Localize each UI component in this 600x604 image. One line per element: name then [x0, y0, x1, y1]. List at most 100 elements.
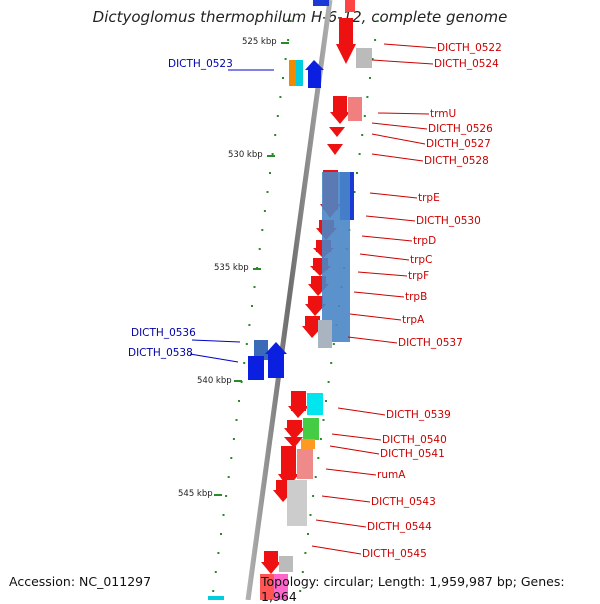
gene-trpB-head: [305, 304, 326, 316]
inner-track-dot: [371, 58, 374, 60]
accession-text: Accession: NC_011297: [9, 574, 152, 589]
leader-line: [349, 313, 402, 321]
label-trmU[interactable]: trmU: [430, 108, 456, 120]
genome-backbone: [245, 0, 333, 600]
scale-label-535: 535 kbp: [214, 263, 249, 273]
inner-track-dot: [309, 514, 312, 516]
label-DICTH_0540[interactable]: DICTH_0540: [382, 434, 447, 446]
gene-DICTH_0545-head: [261, 562, 281, 574]
outer-track-dot: [217, 552, 220, 554]
outer-track-dot: [279, 96, 282, 98]
gene-DICTH_0523-orange[interactable]: [289, 60, 296, 86]
outer-track-dot: [214, 571, 217, 573]
inner-track-dot: [327, 381, 330, 383]
label-rumA[interactable]: rumA: [377, 469, 406, 481]
gene-DICTH_0541[interactable]: [284, 437, 303, 448]
leader-line: [191, 339, 241, 343]
gene-DICTH_0538[interactable]: [268, 352, 284, 378]
label-DICTH_0545[interactable]: DICTH_0545: [362, 548, 427, 560]
gene-DICTH_0523-head: [305, 60, 324, 70]
gene-DICTH_0522[interactable]: [339, 18, 353, 48]
leader-line: [331, 433, 382, 441]
outer-track-dot: [220, 533, 222, 535]
feature-block-0539: [307, 393, 323, 415]
inner-track-dot: [353, 191, 356, 193]
label-DICTH_0538[interactable]: DICTH_0538: [128, 347, 193, 359]
scale-label-525: 525 kbp: [242, 37, 277, 47]
leader-line: [361, 235, 413, 242]
outer-track-dot: [287, 39, 290, 41]
label-trpF[interactable]: trpF: [408, 270, 429, 282]
inner-track-dot: [356, 172, 358, 174]
scale-label-530: 530 kbp: [228, 150, 263, 160]
label-leader-lines: [189, 43, 437, 555]
label-DICTH_0543[interactable]: DICTH_0543: [371, 496, 436, 508]
label-trpB[interactable]: trpB: [405, 291, 427, 303]
gene-DICTH_0526[interactable]: [329, 127, 345, 137]
label-DICTH_0536[interactable]: DICTH_0536: [131, 327, 196, 339]
map-title: Dictyoglomus thermophilum H-6-12, comple…: [92, 8, 508, 26]
gene-DICTH_0523-fwd[interactable]: [345, 0, 355, 12]
reverse-strand-genes: [208, 60, 324, 600]
outer-track-dot: [212, 590, 215, 592]
gene-DICTH_0536[interactable]: [254, 340, 268, 360]
label-DICTH_0539[interactable]: DICTH_0539: [386, 409, 451, 421]
outer-track-dot: [253, 286, 256, 288]
feature-block-trp-operon: [322, 172, 350, 342]
gene-DICTH_0523[interactable]: [308, 68, 321, 88]
inner-track-dot: [358, 153, 361, 155]
leader-line: [371, 153, 424, 162]
leader-line: [357, 271, 408, 277]
label-DICTH_0537[interactable]: DICTH_0537: [398, 337, 463, 349]
label-DICTH_0530[interactable]: DICTH_0530: [416, 215, 481, 227]
leader-line: [315, 519, 367, 528]
label-trpC[interactable]: trpC: [410, 254, 432, 266]
leader-line: [359, 253, 410, 261]
inner-track-dot: [330, 362, 333, 364]
leader-line: [337, 407, 386, 416]
label-trpA[interactable]: trpA: [402, 314, 425, 326]
outer-track-dot: [248, 324, 251, 326]
gene-DICTH_0538-head: [265, 342, 287, 354]
outer-track-dot: [238, 400, 240, 402]
inner-track-dot: [314, 476, 317, 478]
gene-DICTH_0540-head: [284, 428, 305, 440]
gene-DICTH_0545[interactable]: [264, 551, 278, 565]
feature-block-0537: [318, 320, 332, 348]
outer-track-dot: [269, 172, 271, 174]
label-DICTH_0528[interactable]: DICTH_0528: [424, 155, 489, 167]
outer-track-dot: [251, 305, 253, 307]
outer-track-dot: [258, 248, 261, 250]
gene-trmU-head: [330, 112, 350, 124]
scale-label-540: 540 kbp: [197, 376, 232, 386]
inner-track-dot: [361, 134, 364, 136]
inner-track-dot: [301, 571, 304, 573]
scale-label-545: 545 kbp: [178, 489, 213, 499]
label-trpE[interactable]: trpE: [418, 192, 440, 204]
label-DICTH_0523[interactable]: DICTH_0523: [168, 58, 233, 70]
gene-labels: DICTH_0523 DICTH_0536 DICTH_0538 DICTH_0…: [128, 42, 502, 560]
gene-DICTH_0546[interactable]: [260, 574, 274, 600]
label-DICTH_0527[interactable]: DICTH_0527: [426, 138, 491, 150]
outer-track-dot: [271, 153, 274, 155]
leader-line: [383, 43, 437, 49]
label-DICTH_0524[interactable]: DICTH_0524: [434, 58, 499, 70]
label-DICTH_0544[interactable]: DICTH_0544: [367, 521, 432, 533]
outer-track-dot: [289, 20, 292, 22]
gene-trmU[interactable]: [333, 96, 347, 116]
inner-track-dot: [319, 438, 322, 440]
gene-DICTH_0523-cyan[interactable]: [296, 60, 303, 86]
label-DICTH_0541[interactable]: DICTH_0541: [380, 448, 445, 460]
gene-rumA[interactable]: [281, 446, 296, 478]
label-trpD[interactable]: trpD: [413, 235, 436, 247]
inner-track-dot: [374, 39, 377, 41]
label-DICTH_0522[interactable]: DICTH_0522: [437, 42, 502, 54]
label-DICTH_0526[interactable]: DICTH_0526: [428, 123, 493, 135]
inner-track-dot: [332, 343, 335, 345]
outer-track-dot: [235, 419, 238, 421]
gene-DICTH_0527[interactable]: [327, 144, 343, 155]
inner-track-dot: [369, 77, 371, 79]
gene-DICTH_0536-b[interactable]: [248, 356, 264, 380]
feature-block-rumA: [297, 449, 313, 479]
